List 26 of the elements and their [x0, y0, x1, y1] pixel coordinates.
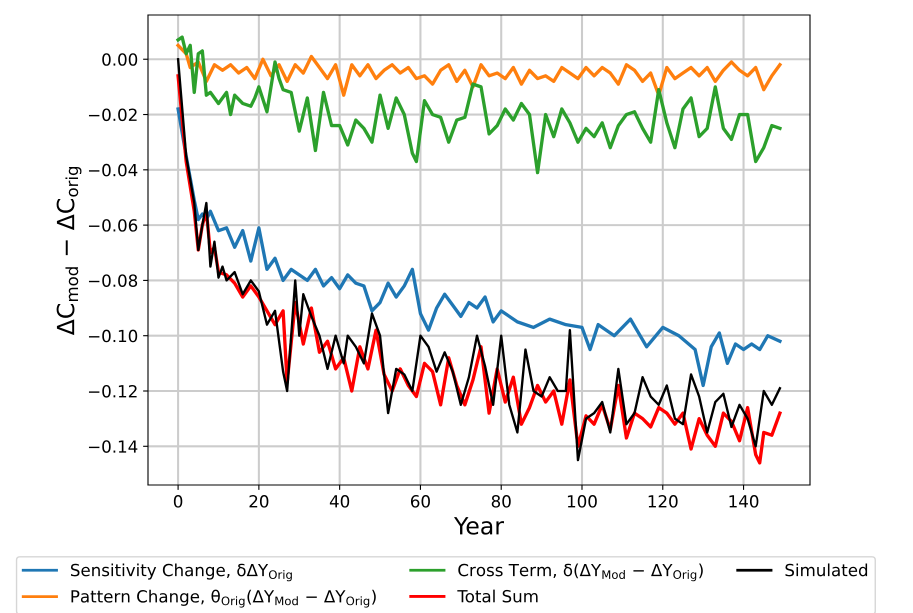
x-tick-label: 40	[330, 495, 350, 508]
y-tick-label: 0.00	[102, 53, 138, 66]
line-series	[176, 35, 782, 174]
y-tick-label: −0.12	[88, 384, 137, 398]
line-series	[176, 107, 782, 388]
x-axis-title: Year	[454, 517, 504, 535]
y-tick-label: −0.14	[88, 440, 138, 453]
line-series	[176, 44, 782, 97]
x-tick-label: 20	[249, 495, 268, 508]
x-tick-label: 100	[568, 495, 597, 508]
x-tick-label: 140	[729, 495, 758, 508]
x-tick-label: 0	[174, 495, 182, 508]
legend-label: Cross Term, δ(ΔY$_{Mod}$ − ΔY$_{Orig}$)	[458, 563, 703, 582]
y-axis-title: ΔC$_{mod}$ − ΔC$_{orig}$	[56, 166, 82, 336]
y-tick-label: −0.10	[88, 330, 138, 342]
x-tick-label: 120	[648, 495, 678, 508]
x-tick-label: 60	[410, 495, 430, 508]
y-tick-label: −0.08	[88, 274, 138, 287]
legend-label: Simulated	[785, 563, 868, 576]
legend-label: Pattern Change, θ$_{Orig}$(ΔY$_{Mod}$ − ΔY$_{Orig}$)	[72, 590, 376, 608]
legend-label: Total Sum	[457, 590, 538, 603]
y-tick-label: −0.02	[88, 108, 137, 122]
x-tick-label: 80	[492, 495, 511, 508]
y-tick-label: −0.04	[88, 164, 138, 176]
y-tick-label: −0.06	[88, 219, 138, 232]
legend-label: Sensitivity Change, δΔY$_{Orig}$	[70, 563, 292, 582]
